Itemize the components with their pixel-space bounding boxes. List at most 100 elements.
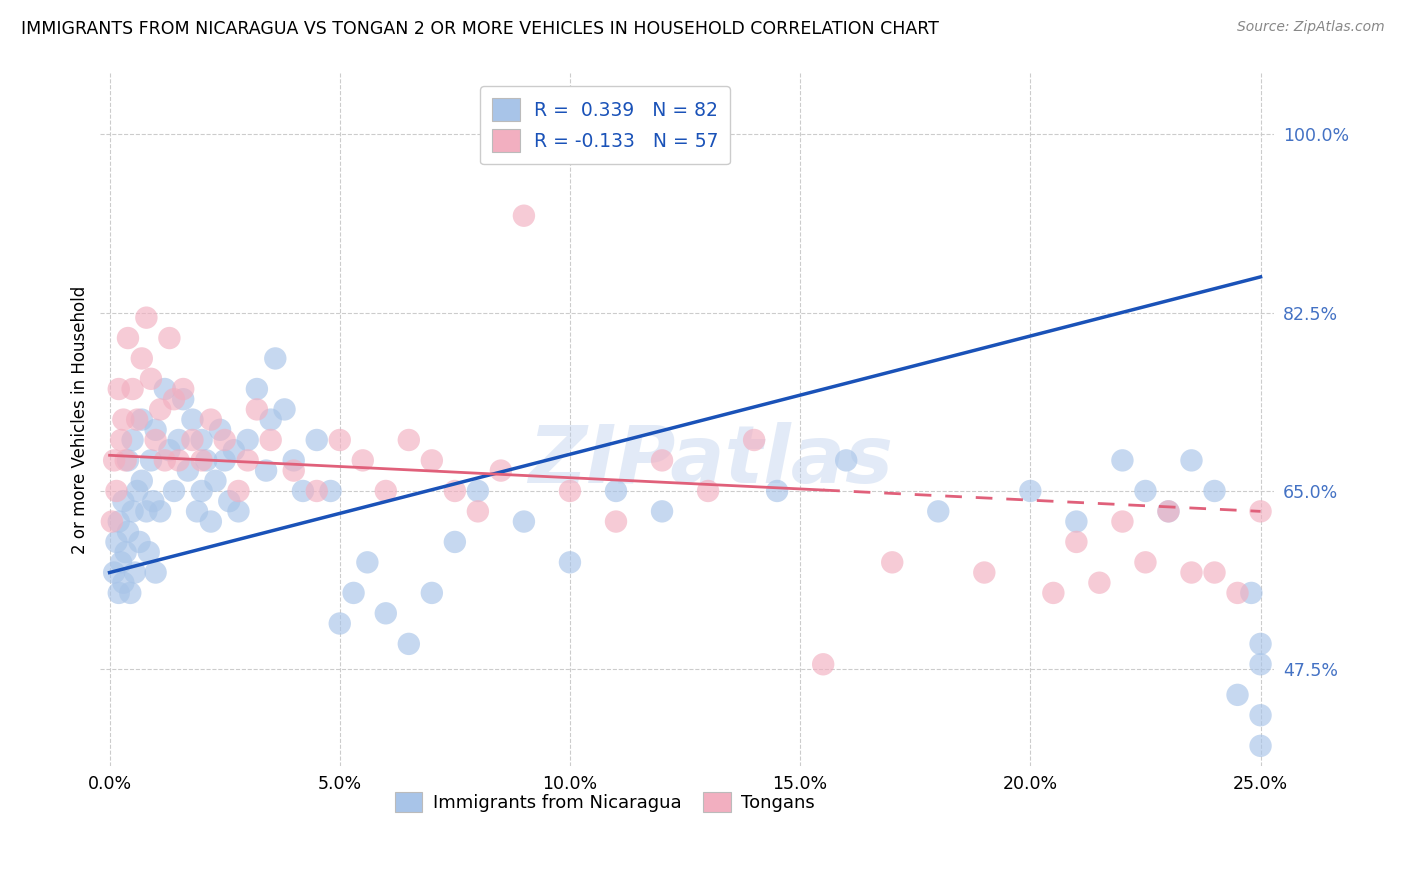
Point [1250,739,1272,753]
Point [420,586,443,600]
Point [398,433,420,447]
Point [467,504,489,518]
Point [157,331,180,345]
Point [305,433,328,447]
Point [1250,657,1272,672]
Point [131,474,153,488]
Point [1226,688,1249,702]
Point [973,566,995,580]
Point [200,515,222,529]
Point [127,412,149,426]
Point [181,433,204,447]
Point [513,515,536,529]
Point [153,382,176,396]
Point [218,494,240,508]
Point [120,586,142,600]
Point [1180,566,1202,580]
Point [513,209,536,223]
Point [190,453,212,467]
Point [157,443,180,458]
Point [1135,483,1157,498]
Point [117,453,139,467]
Point [1111,453,1133,467]
Point [228,504,250,518]
Point [1250,637,1272,651]
Point [181,412,204,426]
Point [1111,515,1133,529]
Point [149,504,172,518]
Point [283,453,305,467]
Point [172,382,194,396]
Point [131,351,153,366]
Point [651,504,673,518]
Point [127,483,149,498]
Point [121,433,143,447]
Point [145,433,167,447]
Point [1019,483,1042,498]
Point [124,566,146,580]
Point [236,433,259,447]
Point [138,545,160,559]
Point [107,586,129,600]
Point [101,515,124,529]
Point [1042,586,1064,600]
Point [305,483,328,498]
Point [329,433,352,447]
Point [236,453,259,467]
Point [352,453,374,467]
Point [112,412,135,426]
Point [811,657,834,672]
Point [121,504,143,518]
Point [374,607,396,621]
Point [1066,515,1088,529]
Point [177,464,200,478]
Point [190,483,212,498]
Legend: Immigrants from Nicaragua, Tongans: Immigrants from Nicaragua, Tongans [388,785,823,820]
Point [163,483,186,498]
Point [835,453,858,467]
Point [342,586,364,600]
Point [214,453,236,467]
Point [742,433,765,447]
Point [1204,483,1226,498]
Point [356,555,378,569]
Point [121,382,143,396]
Point [1088,575,1111,590]
Point [1250,504,1272,518]
Point [254,464,277,478]
Point [209,423,232,437]
Point [107,515,129,529]
Point [110,433,132,447]
Point [260,412,283,426]
Point [135,504,157,518]
Point [444,483,467,498]
Point [186,504,208,518]
Point [142,494,165,508]
Point [467,483,489,498]
Point [420,453,443,467]
Point [398,637,420,651]
Point [153,453,176,467]
Point [651,453,673,467]
Point [697,483,720,498]
Point [200,412,222,426]
Point [167,433,190,447]
Point [139,453,162,467]
Text: Source: ZipAtlas.com: Source: ZipAtlas.com [1237,20,1385,34]
Point [605,515,627,529]
Point [1250,708,1272,723]
Point [128,535,150,549]
Point [117,524,139,539]
Point [273,402,295,417]
Point [103,453,125,467]
Point [291,483,314,498]
Point [246,402,269,417]
Point [163,392,186,407]
Point [697,127,720,141]
Point [882,555,904,569]
Point [103,566,125,580]
Point [135,310,157,325]
Point [204,474,226,488]
Point [107,382,129,396]
Point [112,575,135,590]
